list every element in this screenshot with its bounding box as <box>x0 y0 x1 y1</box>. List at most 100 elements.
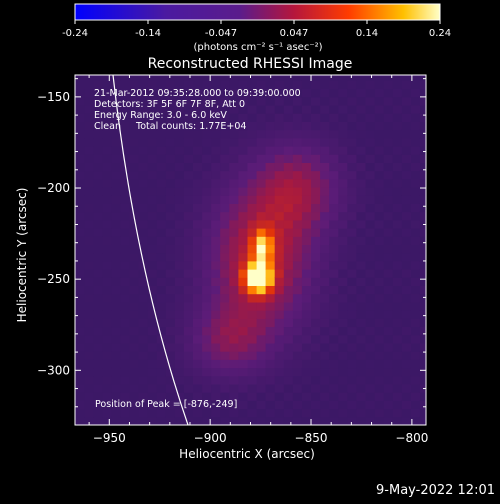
heatmap-cell <box>329 302 339 311</box>
heatmap-cell <box>238 105 248 114</box>
heatmap-cell <box>174 228 185 237</box>
heatmap-cell <box>174 351 185 360</box>
heatmap-cell <box>75 375 85 385</box>
heatmap-cell <box>265 392 276 401</box>
heatmap-cell <box>111 367 121 377</box>
heatmap-cell <box>220 211 230 221</box>
heatmap-cell <box>419 236 426 245</box>
heatmap-cell <box>111 252 121 262</box>
heatmap-cell <box>301 203 312 213</box>
heatmap-cell <box>120 392 130 401</box>
heatmap-cell <box>193 146 203 155</box>
heatmap-cell <box>75 252 85 262</box>
heatmap-cell <box>138 96 149 106</box>
heatmap-cell <box>111 416 121 425</box>
heatmap-cell <box>365 400 376 410</box>
heatmap-cell <box>211 343 221 352</box>
heatmap-cell <box>229 244 239 254</box>
heatmap-cell <box>347 105 357 114</box>
heatmap-cell <box>338 384 348 393</box>
heatmap-cell <box>283 252 294 262</box>
heatmap-cell <box>256 400 267 410</box>
heatmap-cell <box>156 219 167 229</box>
heatmap-cell <box>75 137 85 147</box>
heatmap-cell <box>120 343 130 352</box>
heatmap-cell <box>138 285 149 295</box>
heatmap-cell <box>265 260 276 270</box>
heatmap-cell <box>283 96 294 106</box>
heatmap-cell <box>274 302 285 311</box>
heatmap-cell <box>247 244 258 254</box>
heatmap-cell <box>156 408 167 418</box>
heatmap-cell <box>183 392 194 401</box>
heatmap-cell <box>347 170 357 180</box>
heatmap-cell <box>374 392 385 401</box>
heatmap-cell <box>329 228 339 237</box>
heatmap-cell <box>183 302 194 311</box>
heatmap-cell <box>211 400 221 410</box>
heatmap-cell <box>84 375 94 385</box>
annotation-energy: Energy Range: 3.0 - 6.0 keV <box>94 110 227 121</box>
heatmap-cell <box>338 113 348 122</box>
heatmap-cell <box>410 244 421 254</box>
heatmap-cell <box>401 80 412 90</box>
heatmap-cell <box>392 343 403 352</box>
heatmap-cell <box>229 252 239 262</box>
heatmap-cell <box>374 351 385 360</box>
heatmap-cell <box>120 384 130 393</box>
heatmap-cell <box>202 88 212 98</box>
heatmap-cell <box>165 228 176 237</box>
heatmap-cell <box>410 351 421 360</box>
heatmap-cell <box>156 162 167 172</box>
heatmap-cell <box>338 154 348 163</box>
heatmap-cell <box>338 121 348 131</box>
heatmap-cell <box>292 75 303 81</box>
heatmap-cell <box>410 392 421 401</box>
heatmap-cell <box>292 146 303 155</box>
heatmap-cell <box>111 211 121 221</box>
heatmap-cell <box>174 96 185 106</box>
heatmap-cell <box>265 343 276 352</box>
heatmap-cell <box>120 88 130 98</box>
heatmap-cell <box>329 137 339 147</box>
heatmap-cell <box>238 310 248 319</box>
heatmap-cell <box>111 285 121 295</box>
heatmap-cell <box>183 137 194 147</box>
heatmap-cell <box>365 113 376 122</box>
heatmap-cell <box>356 105 366 114</box>
heatmap-cell <box>247 260 258 270</box>
heatmap-cell <box>419 293 426 303</box>
heatmap-cell <box>311 277 321 286</box>
heatmap-cell <box>410 269 421 278</box>
heatmap-cell <box>129 343 140 352</box>
heatmap-cell <box>138 137 149 147</box>
heatmap-cell <box>401 351 412 360</box>
heatmap-cell <box>211 154 221 163</box>
heatmap-cell <box>120 203 130 213</box>
heatmap-cell <box>183 105 194 114</box>
heatmap-cell <box>256 88 267 98</box>
heatmap-cell <box>202 211 212 221</box>
colorbar: -0.24 -0.14 -0.047 0.047 0.14 0.24 (photons c… <box>62 3 451 53</box>
heatmap-cell <box>365 80 376 90</box>
heatmap-cell <box>193 105 203 114</box>
heatmap-cell <box>229 302 239 311</box>
heatmap-cell <box>392 359 403 369</box>
heatmap-cell <box>383 137 394 147</box>
heatmap-cell <box>147 105 158 114</box>
heatmap-cell <box>383 367 394 377</box>
heatmap-cell <box>392 244 403 254</box>
heatmap-cell <box>383 162 394 172</box>
heatmap-cell <box>174 75 185 81</box>
heatmap-cell <box>265 80 276 90</box>
heatmap-cell <box>338 408 348 418</box>
heatmap-cell <box>419 367 426 377</box>
heatmap-cell <box>311 129 321 139</box>
heatmap-cell <box>75 88 85 98</box>
heatmap-cell <box>320 113 330 122</box>
heatmap-cell <box>283 178 294 188</box>
heatmap-cell <box>347 211 357 221</box>
colorbar-tick-label: -0.047 <box>205 28 237 39</box>
heatmap-cell <box>283 154 294 163</box>
heatmap-cell <box>75 146 85 155</box>
